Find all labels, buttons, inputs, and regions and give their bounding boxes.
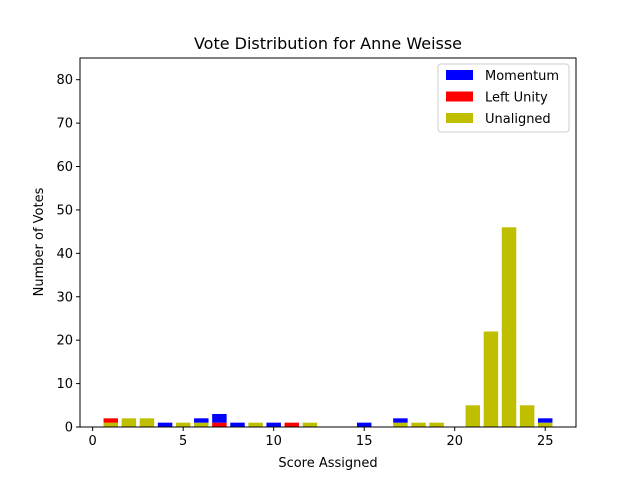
bar-unaligned-score-9 xyxy=(248,422,263,427)
y-tick-label-50: 50 xyxy=(56,203,73,218)
bar-unaligned-score-24 xyxy=(519,405,535,427)
legend-label-unaligned: Unaligned xyxy=(485,112,551,127)
x-axis-label: Score Assigned xyxy=(278,456,377,471)
bar-left-unity-score-11 xyxy=(284,422,300,427)
bar-left-unity-score-7 xyxy=(212,422,227,427)
legend-swatch-unaligned xyxy=(446,113,473,123)
bar-unaligned-score-6 xyxy=(194,422,209,427)
y-tick-label-20: 20 xyxy=(56,334,73,349)
legend-swatch-momentum xyxy=(446,70,473,80)
bar-momentum-score-8 xyxy=(230,422,245,427)
y-tick-label-40: 40 xyxy=(56,247,73,262)
bar-unaligned-score-21 xyxy=(465,405,481,427)
bar-momentum-score-4 xyxy=(157,422,173,427)
y-tick-label-30: 30 xyxy=(56,290,73,305)
legend-swatch-left-unity xyxy=(446,91,473,102)
bar-momentum-score-15 xyxy=(356,422,372,427)
y-axis-ticks: 0 10 20 30 40 50 60 70 80 xyxy=(56,73,80,436)
bar-momentum-score-17 xyxy=(393,418,408,423)
plot-frame xyxy=(79,57,577,428)
x-tick-label-5: 5 xyxy=(179,434,187,449)
bar-unaligned-score-22 xyxy=(483,331,499,427)
y-tick-label-10: 10 xyxy=(56,377,73,392)
legend: Momentum Left Unity Unaligned xyxy=(437,63,570,133)
bars-group xyxy=(103,227,553,427)
x-tick-label-15: 15 xyxy=(356,434,373,449)
y-tick-label-0: 0 xyxy=(65,421,73,436)
legend-label-momentum: Momentum xyxy=(485,69,559,84)
bar-momentum-score-6 xyxy=(194,418,209,423)
bar-unaligned-score-25 xyxy=(537,422,553,427)
bar-unaligned-score-23 xyxy=(501,227,517,427)
bar-momentum-score-10 xyxy=(266,422,281,427)
x-tick-label-0: 0 xyxy=(89,434,97,449)
y-tick-label-60: 60 xyxy=(56,160,73,175)
bar-left-unity-score-1 xyxy=(103,418,119,423)
bar-unaligned-score-3 xyxy=(139,418,155,427)
chart-title: Vote Distribution for Anne Weisse xyxy=(194,34,462,53)
x-axis-ticks: 0 5 10 15 20 25 xyxy=(89,427,554,449)
bar-unaligned-score-5 xyxy=(175,422,191,427)
x-tick-label-25: 25 xyxy=(537,434,554,449)
bar-momentum-score-25 xyxy=(537,418,553,423)
bar-unaligned-score-17 xyxy=(393,422,408,427)
bar-momentum-score-7 xyxy=(212,413,227,423)
bar-unaligned-score-1 xyxy=(103,422,119,427)
y-axis-label: Number of Votes xyxy=(32,187,47,296)
y-tick-label-80: 80 xyxy=(56,73,73,88)
bar-unaligned-score-19 xyxy=(429,422,444,427)
bar-unaligned-score-12 xyxy=(302,422,318,427)
y-tick-label-70: 70 xyxy=(56,117,73,132)
bar-unaligned-score-18 xyxy=(411,422,426,427)
x-tick-label-20: 20 xyxy=(446,434,463,449)
legend-label-left-unity: Left Unity xyxy=(485,91,548,106)
x-tick-label-10: 10 xyxy=(265,434,282,449)
bar-unaligned-score-2 xyxy=(121,418,137,427)
